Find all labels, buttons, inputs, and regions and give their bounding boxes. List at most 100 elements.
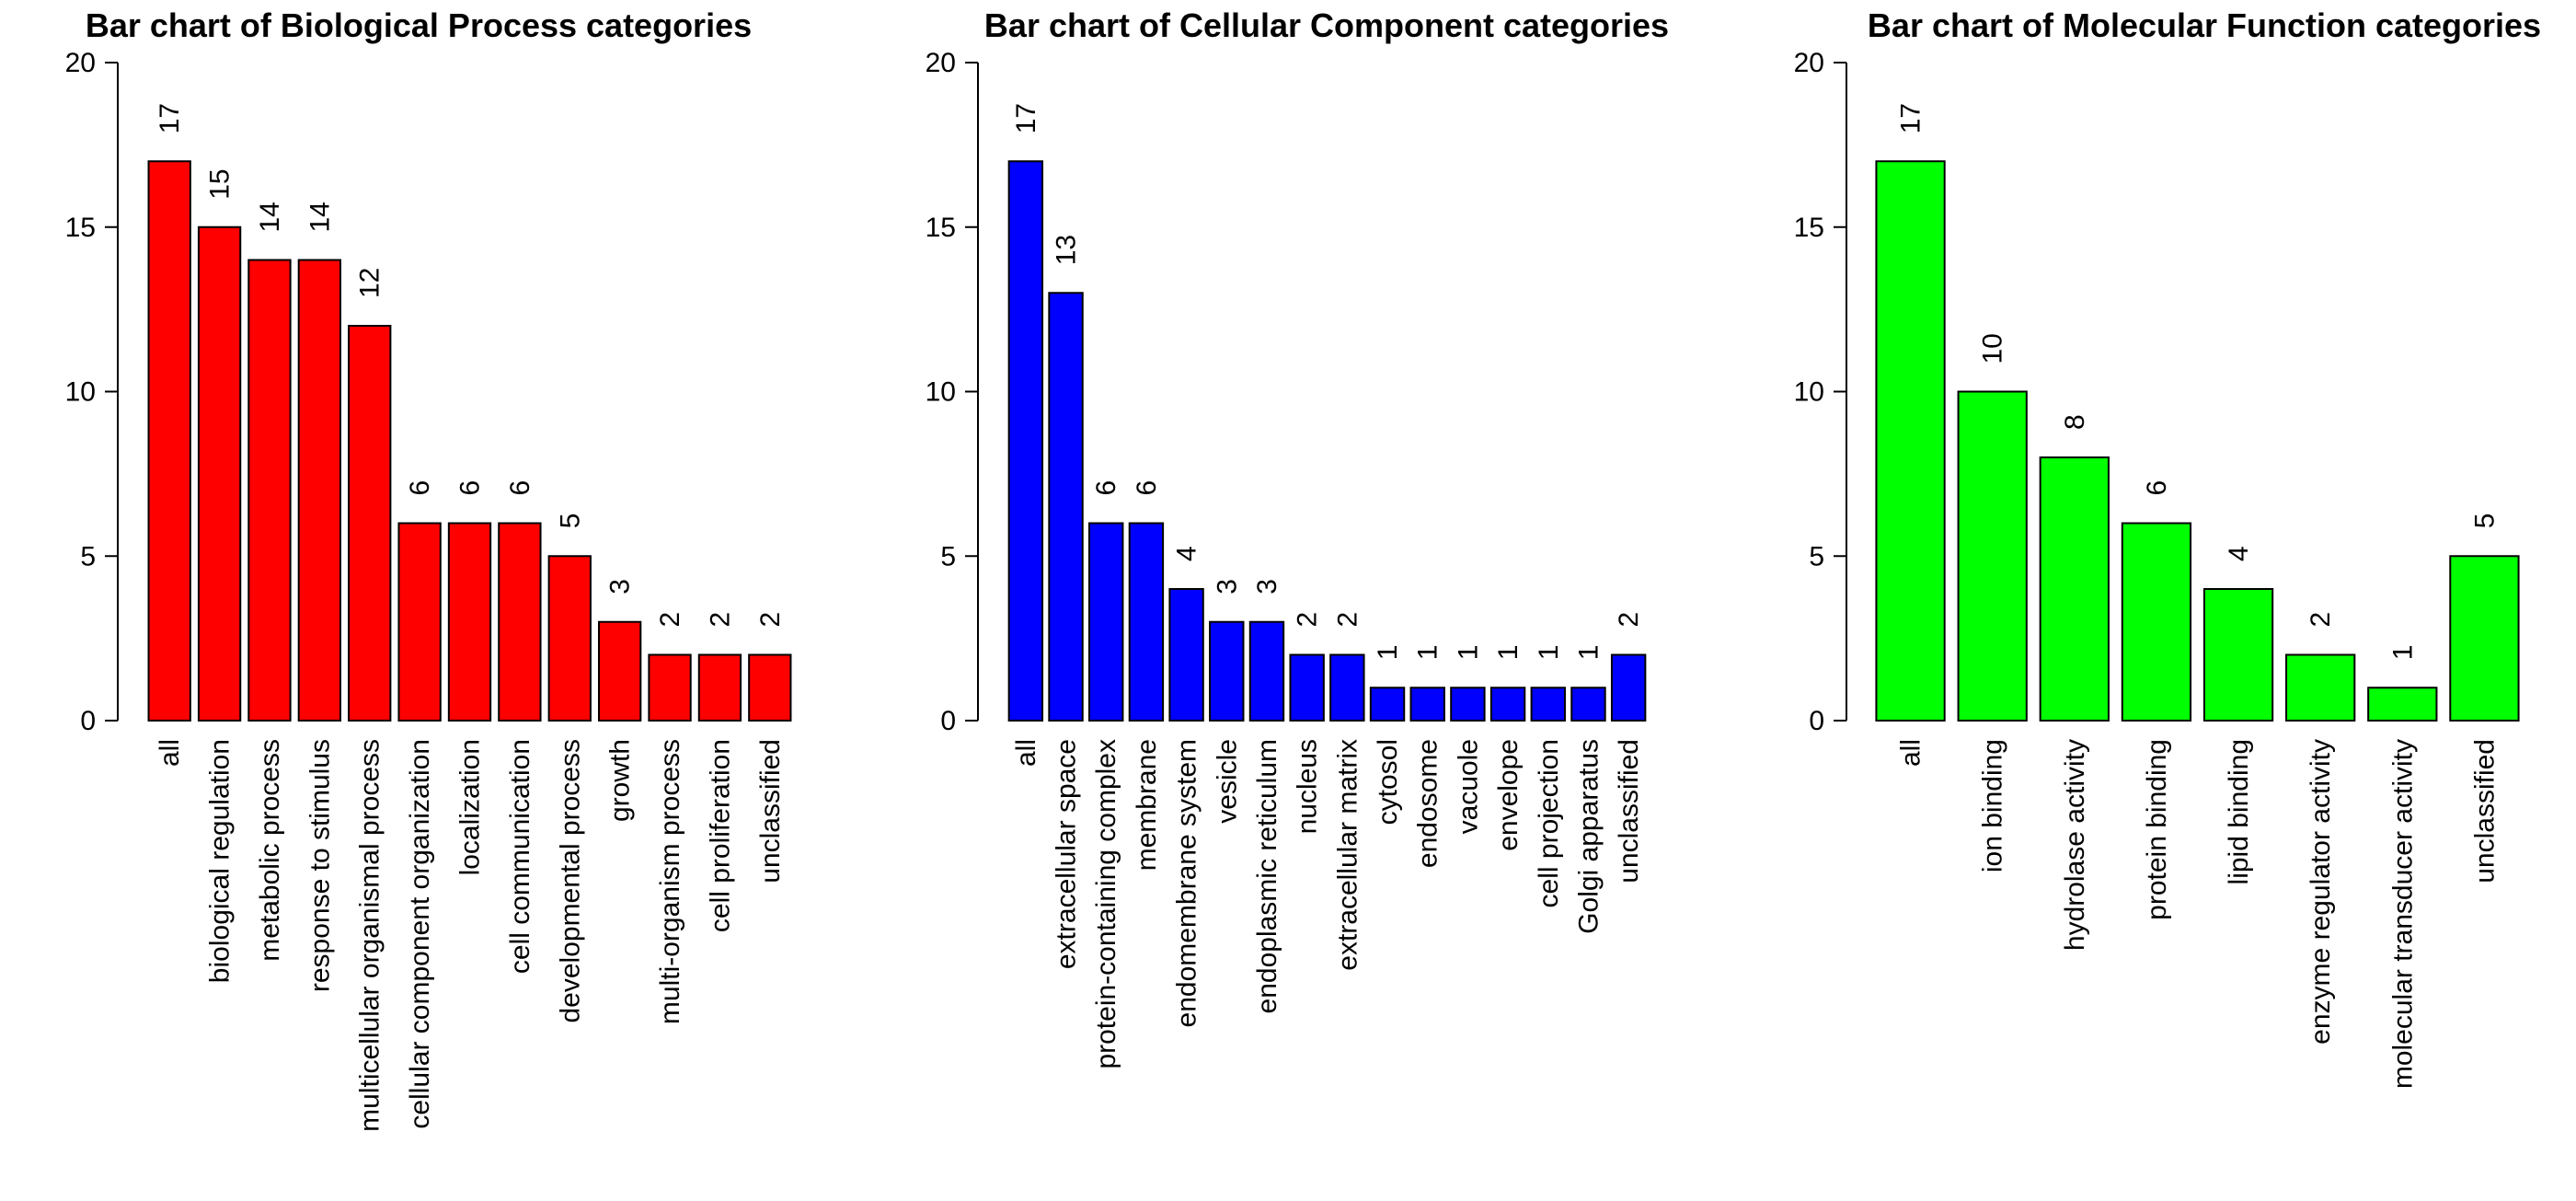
bar — [597, 620, 642, 722]
chart-panel-2: Bar chart of Cellular Component categori… — [926, 6, 1669, 1069]
value-label: 6 — [405, 480, 435, 496]
category-label: hydrolase activity — [2060, 739, 2090, 951]
category-label: unclassified — [1614, 739, 1644, 883]
category-label: growth — [605, 739, 636, 822]
category-label: metabolic process — [255, 739, 285, 962]
bar — [147, 160, 191, 722]
value-label: 10 — [1978, 333, 2008, 364]
category-label: multi-organism process — [655, 739, 685, 1024]
bar — [1570, 687, 1606, 722]
bar — [498, 522, 542, 722]
value-label: 3 — [1252, 579, 1282, 595]
value-label: 2 — [1614, 612, 1644, 628]
value-label: 15 — [205, 168, 236, 199]
value-label: 13 — [1052, 235, 1082, 265]
chart-title: Bar chart of Molecular Function categori… — [1868, 6, 2541, 44]
bar — [547, 555, 592, 722]
category-label: protein binding — [2142, 739, 2172, 920]
bar — [1329, 653, 1365, 722]
value-label: 6 — [505, 480, 535, 496]
y-tick-label: 20 — [926, 48, 956, 78]
y-tick-label: 0 — [1809, 706, 1824, 736]
bar — [1168, 588, 1204, 722]
y-tick-label: 10 — [65, 377, 96, 408]
category-label: unclassified — [2469, 739, 2500, 883]
value-label: 3 — [605, 579, 636, 595]
category-label: protein-containing complex — [1091, 739, 1121, 1069]
value-label: 2 — [2306, 612, 2336, 628]
bar — [2202, 588, 2274, 722]
bar — [1450, 687, 1486, 722]
category-label: biological regulation — [205, 739, 236, 983]
value-label: 2 — [655, 612, 685, 628]
bar — [247, 259, 292, 722]
value-label: 1 — [1534, 645, 1564, 661]
y-tick-label: 0 — [940, 706, 956, 736]
category-label: vesicle — [1212, 739, 1242, 824]
category-label: endomembrane system — [1172, 739, 1202, 1027]
category-label: molecular transducer activity — [2387, 739, 2418, 1089]
category-label: cytosol — [1373, 739, 1403, 825]
bar — [1209, 620, 1245, 722]
category-label: multicellular organismal process — [355, 739, 385, 1132]
value-label: 14 — [255, 202, 285, 232]
bar — [697, 653, 742, 722]
bar — [1530, 687, 1566, 722]
category-label: envelope — [1493, 739, 1524, 851]
value-label: 12 — [355, 268, 385, 298]
y-tick-label: 15 — [65, 213, 96, 243]
bar — [1489, 687, 1526, 722]
bar — [2121, 522, 2192, 722]
value-label: 3 — [1212, 579, 1242, 595]
category-label: membrane — [1132, 739, 1162, 871]
value-label: 5 — [2469, 514, 2500, 529]
category-label: all — [155, 739, 185, 767]
bar — [2285, 653, 2356, 722]
category-label: endoplasmic reticulum — [1252, 739, 1282, 1013]
value-label: 2 — [705, 612, 735, 628]
bar — [297, 259, 342, 722]
y-tick-label: 5 — [1809, 541, 1824, 572]
bar — [748, 653, 792, 722]
bar — [1048, 292, 1084, 722]
category-label: cell communication — [505, 739, 535, 974]
y-tick-label: 5 — [80, 541, 96, 572]
bar — [1610, 653, 1647, 722]
value-label: 1 — [1413, 645, 1443, 661]
value-label: 2 — [1332, 612, 1363, 628]
bar — [1088, 522, 1124, 722]
bar — [2449, 555, 2520, 722]
value-label: 8 — [2060, 414, 2090, 430]
category-label: cell proliferation — [705, 739, 735, 932]
value-label: 6 — [2142, 480, 2172, 496]
value-label: 17 — [155, 103, 185, 133]
chart-panel-1: Bar chart of Biological Process categori… — [65, 6, 792, 1132]
bar — [1128, 522, 1165, 722]
bar — [2367, 687, 2438, 722]
bar — [2039, 456, 2110, 722]
bar — [397, 522, 442, 722]
y-tick-label: 20 — [1794, 48, 1824, 78]
y-tick-label: 20 — [65, 48, 96, 78]
category-label: all — [1896, 739, 1926, 767]
value-label: 1 — [1373, 645, 1403, 661]
value-label: 14 — [305, 202, 335, 232]
value-label: 1 — [1573, 645, 1604, 661]
bar — [197, 225, 242, 722]
value-label: 6 — [455, 480, 486, 496]
y-tick-label: 10 — [1794, 377, 1824, 408]
category-label: developmental process — [555, 739, 585, 1023]
category-label: cellular component organization — [405, 739, 435, 1129]
bar — [348, 325, 392, 722]
value-label: 1 — [2387, 645, 2418, 661]
bar — [1007, 160, 1044, 722]
category-label: localization — [455, 739, 486, 875]
bar — [1289, 653, 1325, 722]
y-tick-label: 10 — [926, 377, 956, 408]
value-label: 1 — [1493, 645, 1524, 661]
y-tick-label: 0 — [80, 706, 96, 736]
y-tick-label: 15 — [1794, 213, 1824, 243]
bar — [648, 653, 692, 722]
